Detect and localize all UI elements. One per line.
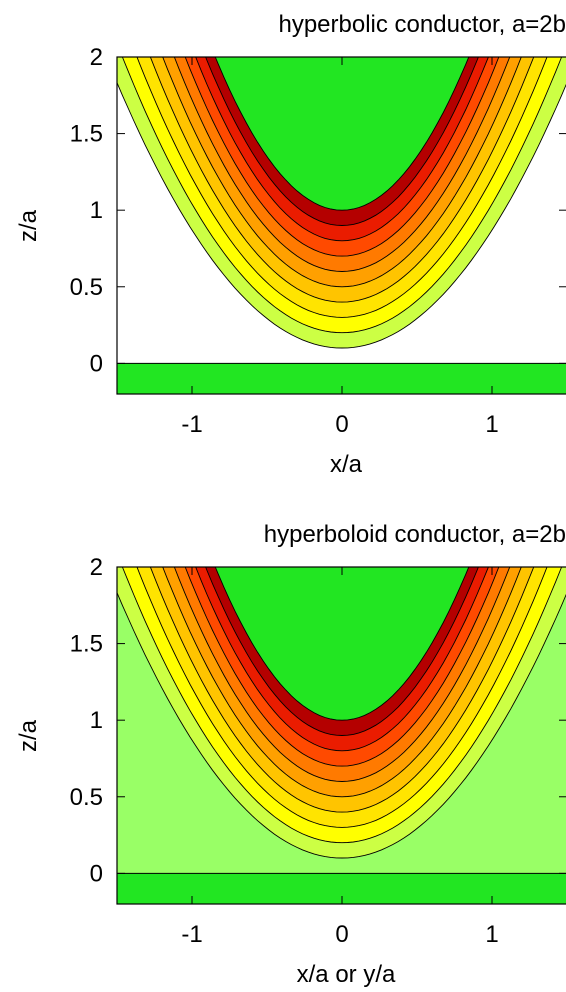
contour-line [117,82,566,349]
chart-top: hyperbolic conductor, a=2b -1 0 1 0 0.5 1 1.5… [15,11,566,478]
contour-line [205,57,479,226]
contour-line [136,57,548,318]
contour-line [149,57,535,303]
x-axis-label: x/a [330,451,363,478]
y-axis-label: z/a [15,719,42,752]
y-tick-label: 2 [90,44,103,71]
y-tick-label: 2 [90,554,103,581]
contour-line [117,592,566,859]
contour-line [121,57,563,334]
x-tick-label: -1 [181,411,202,438]
y-tick-label: 0.5 [70,274,103,301]
x-axis: -1 0 1 [181,567,499,948]
y-tick-label: 1 [90,197,103,224]
x-tick-label: 1 [485,411,498,438]
contour-line [195,567,489,752]
contour-line [162,57,522,288]
chart-bottom: hyperboloid conductor, a=2b -1 0 1 0 0.5 1 1.… [15,521,566,988]
conductor-boundary [214,57,470,211]
y-axis: 0 0.5 1 1.5 2 [70,44,566,377]
contour-line [136,567,548,828]
plot-area [117,57,566,394]
contour-line [205,567,479,736]
plot-area [117,567,566,904]
contour-line [195,57,489,242]
contour-line [184,567,500,767]
x-tick-label: 0 [335,921,348,948]
contour-line [184,57,500,257]
y-tick-label: 1.5 [70,631,103,658]
x-axis: -1 0 1 [181,57,499,438]
y-axis-label: z/a [15,209,42,242]
contour-line [173,57,511,272]
chart-title: hyperbolic conductor, a=2b [278,11,566,38]
contour-line [173,567,511,782]
conductor-boundary [214,567,470,721]
x-tick-label: -1 [181,921,202,948]
contour-line [149,567,535,813]
y-tick-label: 1 [90,707,103,734]
y-axis: 0 0.5 1 1.5 2 [70,554,566,887]
y-tick-label: 0.5 [70,784,103,811]
x-tick-label: 0 [335,411,348,438]
chart-title: hyperboloid conductor, a=2b [264,521,566,548]
y-tick-label: 0 [90,350,103,377]
contour-line [121,567,563,844]
x-axis-label: x/a or y/a [297,961,396,988]
x-tick-label: 1 [485,921,498,948]
contour-line [162,567,522,798]
y-tick-label: 0 [90,860,103,887]
y-tick-label: 1.5 [70,121,103,148]
